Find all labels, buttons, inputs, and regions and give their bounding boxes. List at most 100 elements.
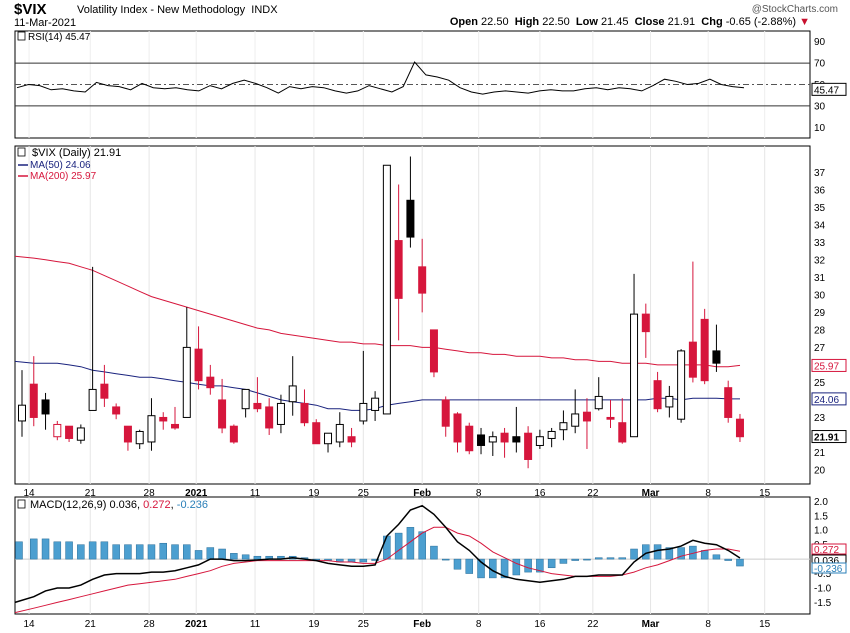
macd-histogram-bar bbox=[253, 555, 262, 560]
ma200-legend-label: MA(200) 25.97 bbox=[30, 171, 97, 182]
macd-legend-part: 0.272 bbox=[143, 499, 171, 511]
candle-body bbox=[453, 413, 462, 443]
macd-histogram-bar bbox=[677, 547, 685, 560]
price-x-label: 14 bbox=[23, 488, 35, 499]
price-tick-label: 28 bbox=[814, 325, 826, 336]
candle-body bbox=[688, 341, 697, 378]
price-tick-label: 34 bbox=[814, 220, 826, 231]
macd-histogram-bar bbox=[465, 558, 474, 574]
macd-histogram-bar bbox=[147, 544, 156, 560]
macd-x-label: 28 bbox=[144, 619, 156, 630]
macd-histogram-bar bbox=[700, 550, 709, 560]
price-x-label: Feb bbox=[413, 488, 431, 499]
macd-histogram-bar bbox=[383, 535, 391, 560]
candle-body bbox=[265, 406, 274, 429]
macd-x-label: 25 bbox=[358, 619, 370, 630]
ma50-legend-label: MA(50) 24.06 bbox=[30, 160, 91, 171]
candle-body bbox=[371, 397, 380, 411]
macd-last-value-label: 0.272 bbox=[814, 545, 839, 556]
macd-x-label: 19 bbox=[308, 619, 320, 630]
candle-body bbox=[406, 199, 415, 238]
price-tick-label: 32 bbox=[814, 255, 826, 266]
candle-body bbox=[488, 436, 497, 443]
macd-histogram-bar bbox=[218, 548, 226, 560]
macd-histogram-bar bbox=[594, 557, 603, 560]
price-x-label: 28 bbox=[144, 488, 156, 499]
candle-body bbox=[276, 402, 285, 425]
candle-body bbox=[547, 430, 556, 439]
candle-body bbox=[288, 385, 297, 403]
macd-histogram-bar bbox=[642, 544, 650, 560]
price-tick-label: 29 bbox=[814, 308, 826, 319]
price-x-label: 11 bbox=[250, 488, 261, 499]
candle-body bbox=[182, 346, 191, 418]
macd-legend-icon bbox=[17, 499, 26, 509]
macd-histogram-bar bbox=[430, 545, 438, 560]
price-tick-label: 33 bbox=[814, 238, 826, 249]
macd-histogram-bar bbox=[712, 554, 721, 560]
macd-histogram-bar bbox=[665, 547, 674, 560]
price-tick-label: 20 bbox=[814, 465, 826, 476]
macd-x-label: 15 bbox=[759, 619, 771, 630]
security-name: Volatility Index - New Methodology INDX bbox=[77, 4, 278, 16]
candle-body bbox=[724, 387, 733, 418]
candle-body bbox=[229, 425, 238, 443]
macd-histogram-bar bbox=[618, 557, 627, 560]
macd-histogram-bar bbox=[453, 558, 462, 570]
macd-x-label: 8 bbox=[705, 619, 711, 630]
macd-histogram-bar bbox=[559, 558, 568, 564]
macd-legend-part: -0.236 bbox=[177, 499, 208, 511]
candle-body bbox=[241, 388, 250, 410]
candle-body bbox=[335, 423, 344, 443]
macd-legend-part: 0.036, bbox=[109, 499, 143, 511]
rsi-last-value-box bbox=[811, 82, 847, 96]
candle-body bbox=[253, 402, 262, 410]
candle-body bbox=[571, 413, 580, 427]
quote-date: 11-Mar-2021 bbox=[14, 17, 77, 29]
macd-legend-part: MACD(12,26,9) bbox=[30, 499, 109, 511]
ma200-line bbox=[14, 255, 741, 368]
candle-body bbox=[347, 436, 356, 443]
macd-tick-label: -1.0 bbox=[814, 584, 832, 595]
candle-body bbox=[53, 423, 62, 438]
macd-legend: MACD(12,26,9) 0.036, 0.272, -0.236 bbox=[30, 499, 208, 511]
candle-body bbox=[18, 404, 26, 422]
rsi-tick-label: 70 bbox=[814, 59, 826, 70]
candle-body bbox=[394, 240, 403, 299]
macd-last-value-label: 0.036 bbox=[814, 556, 839, 567]
price-x-label: 8 bbox=[705, 488, 711, 499]
macd-last-value-label: -0.236 bbox=[814, 564, 843, 575]
macd-last-value-box bbox=[811, 543, 847, 555]
macd-histogram-bar bbox=[230, 553, 238, 560]
price-legend-icon bbox=[17, 147, 26, 157]
rsi-last-value-label: 45.47 bbox=[814, 85, 839, 96]
candle-body bbox=[359, 402, 368, 422]
ticker-symbol: $VIX bbox=[14, 1, 47, 18]
price-tick-label: 36 bbox=[814, 185, 826, 196]
macd-histogram-bar bbox=[171, 544, 179, 560]
candle-body bbox=[641, 313, 650, 333]
macd-histogram-bar bbox=[100, 541, 109, 560]
macd-histogram-bar bbox=[183, 544, 191, 560]
price-last-value-box bbox=[811, 358, 847, 372]
macd-histogram-bar bbox=[418, 531, 426, 560]
price-tick-label: 21 bbox=[814, 448, 826, 459]
price-last-value-label: 25.97 bbox=[814, 361, 839, 372]
candle-body bbox=[312, 422, 321, 445]
price-tick-label: 35 bbox=[814, 203, 826, 214]
macd-histogram-bar bbox=[394, 532, 403, 560]
macd-histogram-bar bbox=[477, 558, 485, 579]
price-x-label: 19 bbox=[308, 488, 320, 499]
macd-histogram-bar bbox=[112, 544, 120, 560]
macd-histogram-bar bbox=[736, 558, 744, 567]
candle-body bbox=[100, 383, 109, 399]
price-tick-label: 37 bbox=[814, 168, 826, 179]
macd-x-label: 22 bbox=[587, 619, 599, 630]
rsi-legend-icon bbox=[17, 31, 26, 41]
macd-x-label: 14 bbox=[23, 619, 35, 630]
rsi-tick-label: 90 bbox=[814, 37, 826, 48]
macd-histogram-bar bbox=[606, 557, 615, 560]
candle-body bbox=[594, 395, 603, 410]
price-tick-label: 23 bbox=[814, 413, 826, 424]
price-tick-label: 31 bbox=[814, 273, 826, 284]
